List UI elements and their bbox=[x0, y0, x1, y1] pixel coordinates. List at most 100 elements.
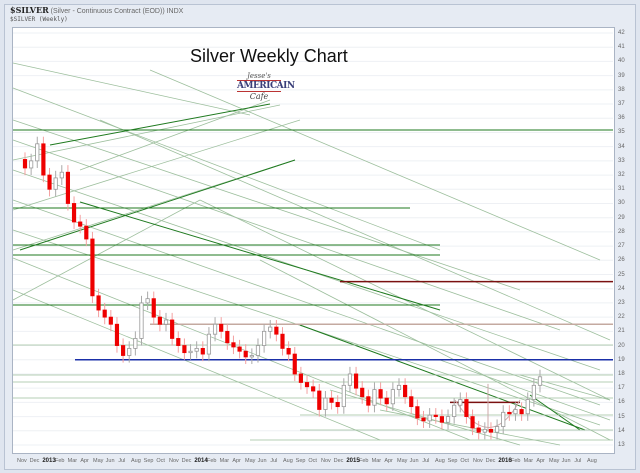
y-tick-label: 39 bbox=[618, 72, 625, 79]
x-tick-label: Oct bbox=[156, 458, 165, 464]
y-tick-label: 17 bbox=[618, 385, 625, 392]
up-candle bbox=[268, 326, 273, 332]
y-tick-label: 18 bbox=[618, 370, 625, 377]
up-candle bbox=[390, 389, 395, 405]
down-candle bbox=[237, 346, 242, 352]
y-tick-label: 14 bbox=[618, 427, 625, 434]
up-candle bbox=[212, 323, 218, 335]
y-tick-label: 37 bbox=[618, 101, 625, 108]
down-candle bbox=[157, 316, 162, 325]
x-tick-label: Nov bbox=[169, 458, 179, 464]
up-candle bbox=[194, 347, 199, 352]
down-candle bbox=[403, 384, 408, 398]
x-tick-label: Jul bbox=[118, 458, 126, 464]
y-tick-label: 15 bbox=[618, 413, 625, 420]
y-tick-label: 36 bbox=[618, 115, 625, 122]
down-candle bbox=[488, 428, 494, 433]
down-candle bbox=[22, 159, 28, 169]
down-candle bbox=[304, 382, 310, 388]
up-candle bbox=[482, 428, 487, 433]
channel-line bbox=[12, 119, 521, 291]
down-candle bbox=[507, 411, 512, 415]
y-tick-label: 35 bbox=[618, 129, 625, 136]
down-candle bbox=[317, 390, 322, 410]
y-tick-label: 41 bbox=[618, 44, 625, 51]
down-candle bbox=[151, 298, 156, 318]
chart-header: $SILVER (Silver - Continuous Contract (E… bbox=[10, 6, 183, 24]
down-candle bbox=[84, 225, 89, 240]
up-candle bbox=[513, 409, 518, 415]
logo-line-1: Jesse's bbox=[247, 72, 271, 80]
down-candle bbox=[329, 397, 334, 403]
x-tick-label: May bbox=[245, 458, 256, 464]
y-tick-label: 40 bbox=[618, 58, 625, 65]
trendline bbox=[79, 201, 441, 311]
down-candle bbox=[384, 397, 389, 405]
trendline bbox=[49, 103, 271, 146]
up-candle bbox=[452, 404, 457, 417]
x-tick-label: Sep bbox=[295, 458, 306, 464]
down-candle bbox=[65, 171, 71, 204]
logo-line-3: Cafe bbox=[249, 92, 269, 101]
y-tick-label: 34 bbox=[618, 143, 625, 150]
up-candle bbox=[133, 338, 138, 349]
down-candle bbox=[433, 414, 438, 417]
up-candle bbox=[53, 177, 58, 190]
down-candle bbox=[121, 345, 126, 356]
up-candle bbox=[445, 416, 451, 423]
x-tick-label: Dec bbox=[29, 458, 40, 464]
x-tick-label: Dec bbox=[485, 458, 496, 464]
up-candle bbox=[372, 389, 377, 406]
x-tick-label: 2013 bbox=[42, 458, 56, 464]
y-tick-label: 23 bbox=[618, 299, 625, 306]
y-tick-label: 32 bbox=[618, 172, 625, 179]
channel-line bbox=[519, 374, 611, 401]
up-candle bbox=[525, 399, 530, 415]
y-tick-label: 33 bbox=[618, 157, 625, 164]
channel-line bbox=[12, 119, 301, 211]
x-tick-label: 2014 bbox=[194, 458, 208, 464]
up-candle bbox=[323, 397, 328, 410]
trendline bbox=[299, 324, 586, 431]
x-tick-label: Jun bbox=[409, 458, 419, 464]
down-candle bbox=[225, 330, 230, 344]
down-candle bbox=[114, 323, 120, 346]
x-tick-label: Jun bbox=[105, 458, 115, 464]
x-tick-label: Jul bbox=[422, 458, 430, 464]
down-candle bbox=[519, 409, 524, 415]
y-tick-label: 31 bbox=[618, 186, 625, 193]
channel-line bbox=[329, 389, 521, 446]
down-candle bbox=[182, 345, 187, 354]
up-candle bbox=[458, 399, 463, 406]
x-tick-label: Feb bbox=[511, 458, 521, 464]
down-candle bbox=[421, 417, 426, 422]
down-candle bbox=[415, 406, 420, 419]
up-candle bbox=[163, 319, 169, 325]
x-tick-label: Apr bbox=[80, 458, 89, 464]
y-tick-label: 26 bbox=[618, 257, 625, 264]
down-candle bbox=[71, 203, 77, 223]
up-candle bbox=[262, 330, 267, 346]
x-tick-label: Sep bbox=[143, 458, 154, 464]
x-tick-label: Feb bbox=[55, 458, 65, 464]
y-tick-label: 30 bbox=[618, 200, 625, 207]
x-tick-label: May bbox=[397, 458, 408, 464]
down-candle bbox=[274, 326, 279, 335]
x-tick-label: May bbox=[549, 458, 560, 464]
down-candle bbox=[409, 396, 414, 408]
down-candle bbox=[200, 347, 205, 355]
channel-line bbox=[79, 99, 271, 171]
symbol-description: (Silver - Continuous Contract (EOD)) IND… bbox=[50, 8, 184, 15]
x-tick-label: Apr bbox=[232, 458, 241, 464]
y-tick-label: 28 bbox=[618, 228, 625, 235]
x-tick-label: Jul bbox=[270, 458, 278, 464]
x-tick-label: Aug bbox=[435, 458, 445, 464]
trendline bbox=[529, 394, 581, 431]
channel-line bbox=[12, 62, 251, 116]
channel-line bbox=[149, 69, 601, 261]
down-candle bbox=[378, 389, 383, 399]
up-candle bbox=[255, 345, 261, 356]
y-tick-label: 13 bbox=[618, 442, 625, 448]
y-tick-label: 25 bbox=[618, 271, 625, 278]
